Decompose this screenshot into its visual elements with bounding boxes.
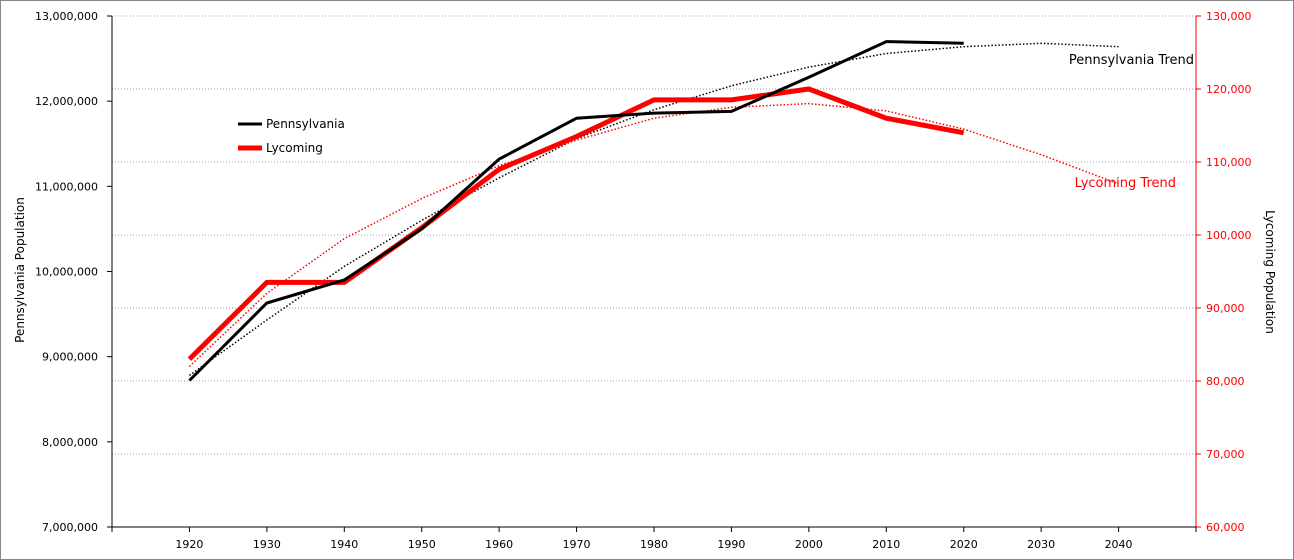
left-tick-label: 12,000,000 xyxy=(35,95,98,108)
left-axis-title: Pennsylvania Population xyxy=(13,197,27,343)
x-tick-label: 1950 xyxy=(408,538,436,551)
right-tick-label: 90,000 xyxy=(1206,302,1245,315)
right-tick-label: 130,000 xyxy=(1206,10,1252,23)
lycoming-trend-label: Lycoming Trend xyxy=(1075,176,1176,191)
right-tick-label: 120,000 xyxy=(1206,83,1252,96)
right-axis-title: Lycoming Population xyxy=(1263,210,1277,334)
left-tick-label: 9,000,000 xyxy=(42,351,98,364)
left-tick-label: 8,000,000 xyxy=(42,436,98,449)
x-tick-label: 1930 xyxy=(253,538,281,551)
x-tick-label: 1940 xyxy=(330,538,358,551)
left-tick-label: 13,000,000 xyxy=(35,10,98,23)
legend-label-lycoming: Lycoming xyxy=(266,141,323,155)
pennsylvania-trend-label: Pennsylvania Trend xyxy=(1069,53,1194,68)
pennsylvania-trendline xyxy=(188,42,1119,377)
right-tick-label: 110,000 xyxy=(1206,156,1252,169)
right-tick-label: 70,000 xyxy=(1206,448,1245,461)
x-tick-label: 2040 xyxy=(1105,538,1133,551)
lycoming-series-line xyxy=(187,86,965,361)
x-tick-label: 2030 xyxy=(1027,538,1055,551)
lycoming-trendline xyxy=(188,102,1119,367)
pennsylvania-series-line xyxy=(188,40,964,382)
right-tick-label: 60,000 xyxy=(1206,521,1245,534)
tick-labels: 60,000 70,000 80,000 90,000 100,000 110,000 12… xyxy=(35,10,1251,551)
x-tick-label: 1960 xyxy=(485,538,513,551)
trendlines xyxy=(188,42,1119,377)
axes xyxy=(107,15,1201,532)
x-tick-label: 2010 xyxy=(872,538,900,551)
x-tick-label: 1970 xyxy=(563,538,591,551)
data-series xyxy=(187,40,965,382)
x-tick-label: 1920 xyxy=(175,538,203,551)
left-tick-label: 7,000,000 xyxy=(42,521,98,534)
legend-label-pennsylvania: Pennsylvania xyxy=(266,117,345,131)
x-tick-label: 1980 xyxy=(640,538,668,551)
x-tick-label: 1990 xyxy=(717,538,745,551)
legend: Pennsylvania Lycoming xyxy=(238,117,345,155)
gridlines xyxy=(112,15,1196,455)
x-tick-label: 2000 xyxy=(795,538,823,551)
left-tick-label: 11,000,000 xyxy=(35,180,98,193)
left-tick-label: 10,000,000 xyxy=(35,266,98,279)
x-tick-label: 2020 xyxy=(950,538,978,551)
right-tick-label: 80,000 xyxy=(1206,375,1245,388)
right-tick-label: 100,000 xyxy=(1206,229,1252,242)
